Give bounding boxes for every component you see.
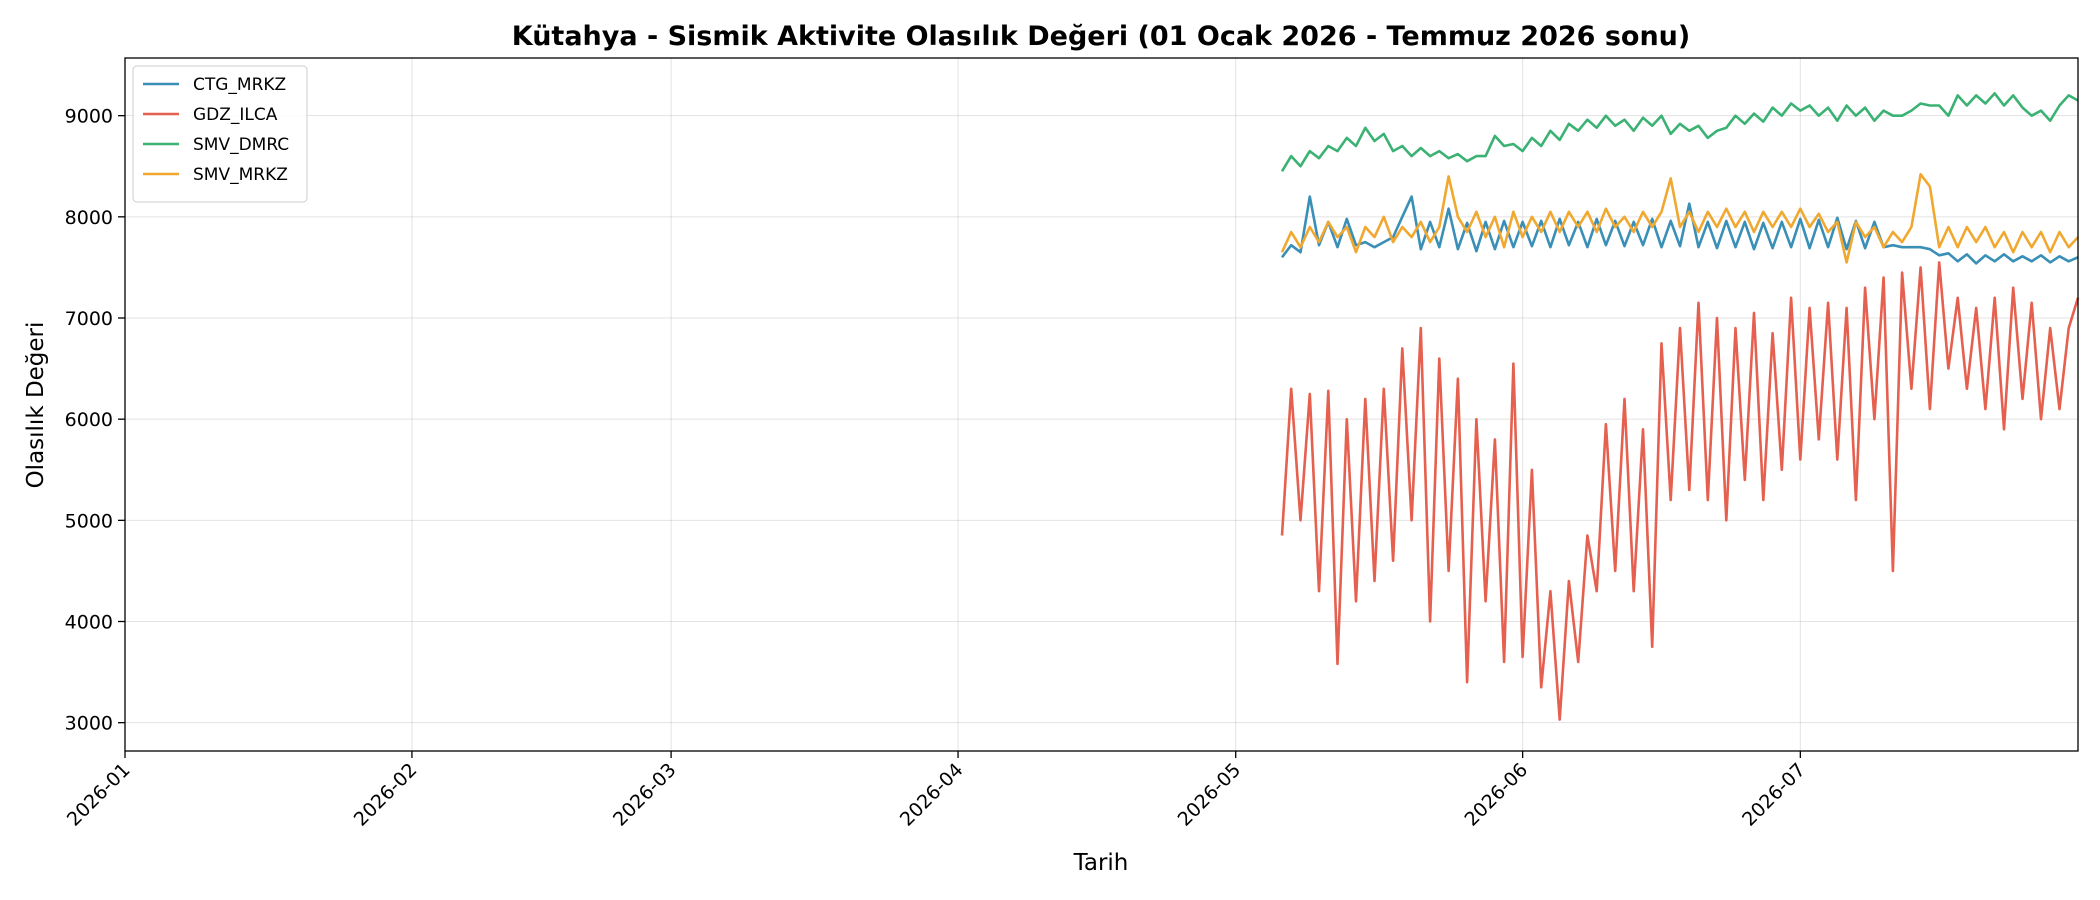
y-axis-label: Olasılık Değeri xyxy=(23,322,49,489)
plot-frame xyxy=(124,57,2079,752)
chart-title: Kütahya - Sismik Aktivite Olasılık Değer… xyxy=(512,21,1691,52)
legend-label: GDZ_ILCA xyxy=(193,105,278,125)
legend-box xyxy=(132,65,308,203)
series-line-gdz-ilca xyxy=(1280,261,2080,721)
plot-series xyxy=(1280,92,2080,721)
y-tick-label: 7000 xyxy=(65,308,113,330)
y-tick-label: 9000 xyxy=(65,106,113,128)
y-tick-label: 8000 xyxy=(65,207,113,229)
series-line-smv-dmrc xyxy=(1280,92,2079,172)
y-tick-label: 4000 xyxy=(65,612,113,634)
legend: CTG_MRKZ GDZ_ILCA SMV_DMRC SMV_MRKZ xyxy=(132,65,308,203)
y-tick-label: 6000 xyxy=(65,409,113,431)
y-axis: 3000 4000 5000 6000 7000 8000 9000 xyxy=(65,106,125,735)
legend-label: CTG_MRKZ xyxy=(193,75,286,95)
legend-label: SMV_DMRC xyxy=(193,135,289,155)
y-tick-label: 3000 xyxy=(65,713,113,735)
x-axis-label: Tarih xyxy=(1073,850,1129,876)
y-tick-label: 5000 xyxy=(65,510,113,532)
legend-label: SMV_MRKZ xyxy=(193,165,288,185)
series-line-ctg-mrkz xyxy=(1280,195,2079,265)
series-line-smv-mrkz xyxy=(1280,173,2079,264)
